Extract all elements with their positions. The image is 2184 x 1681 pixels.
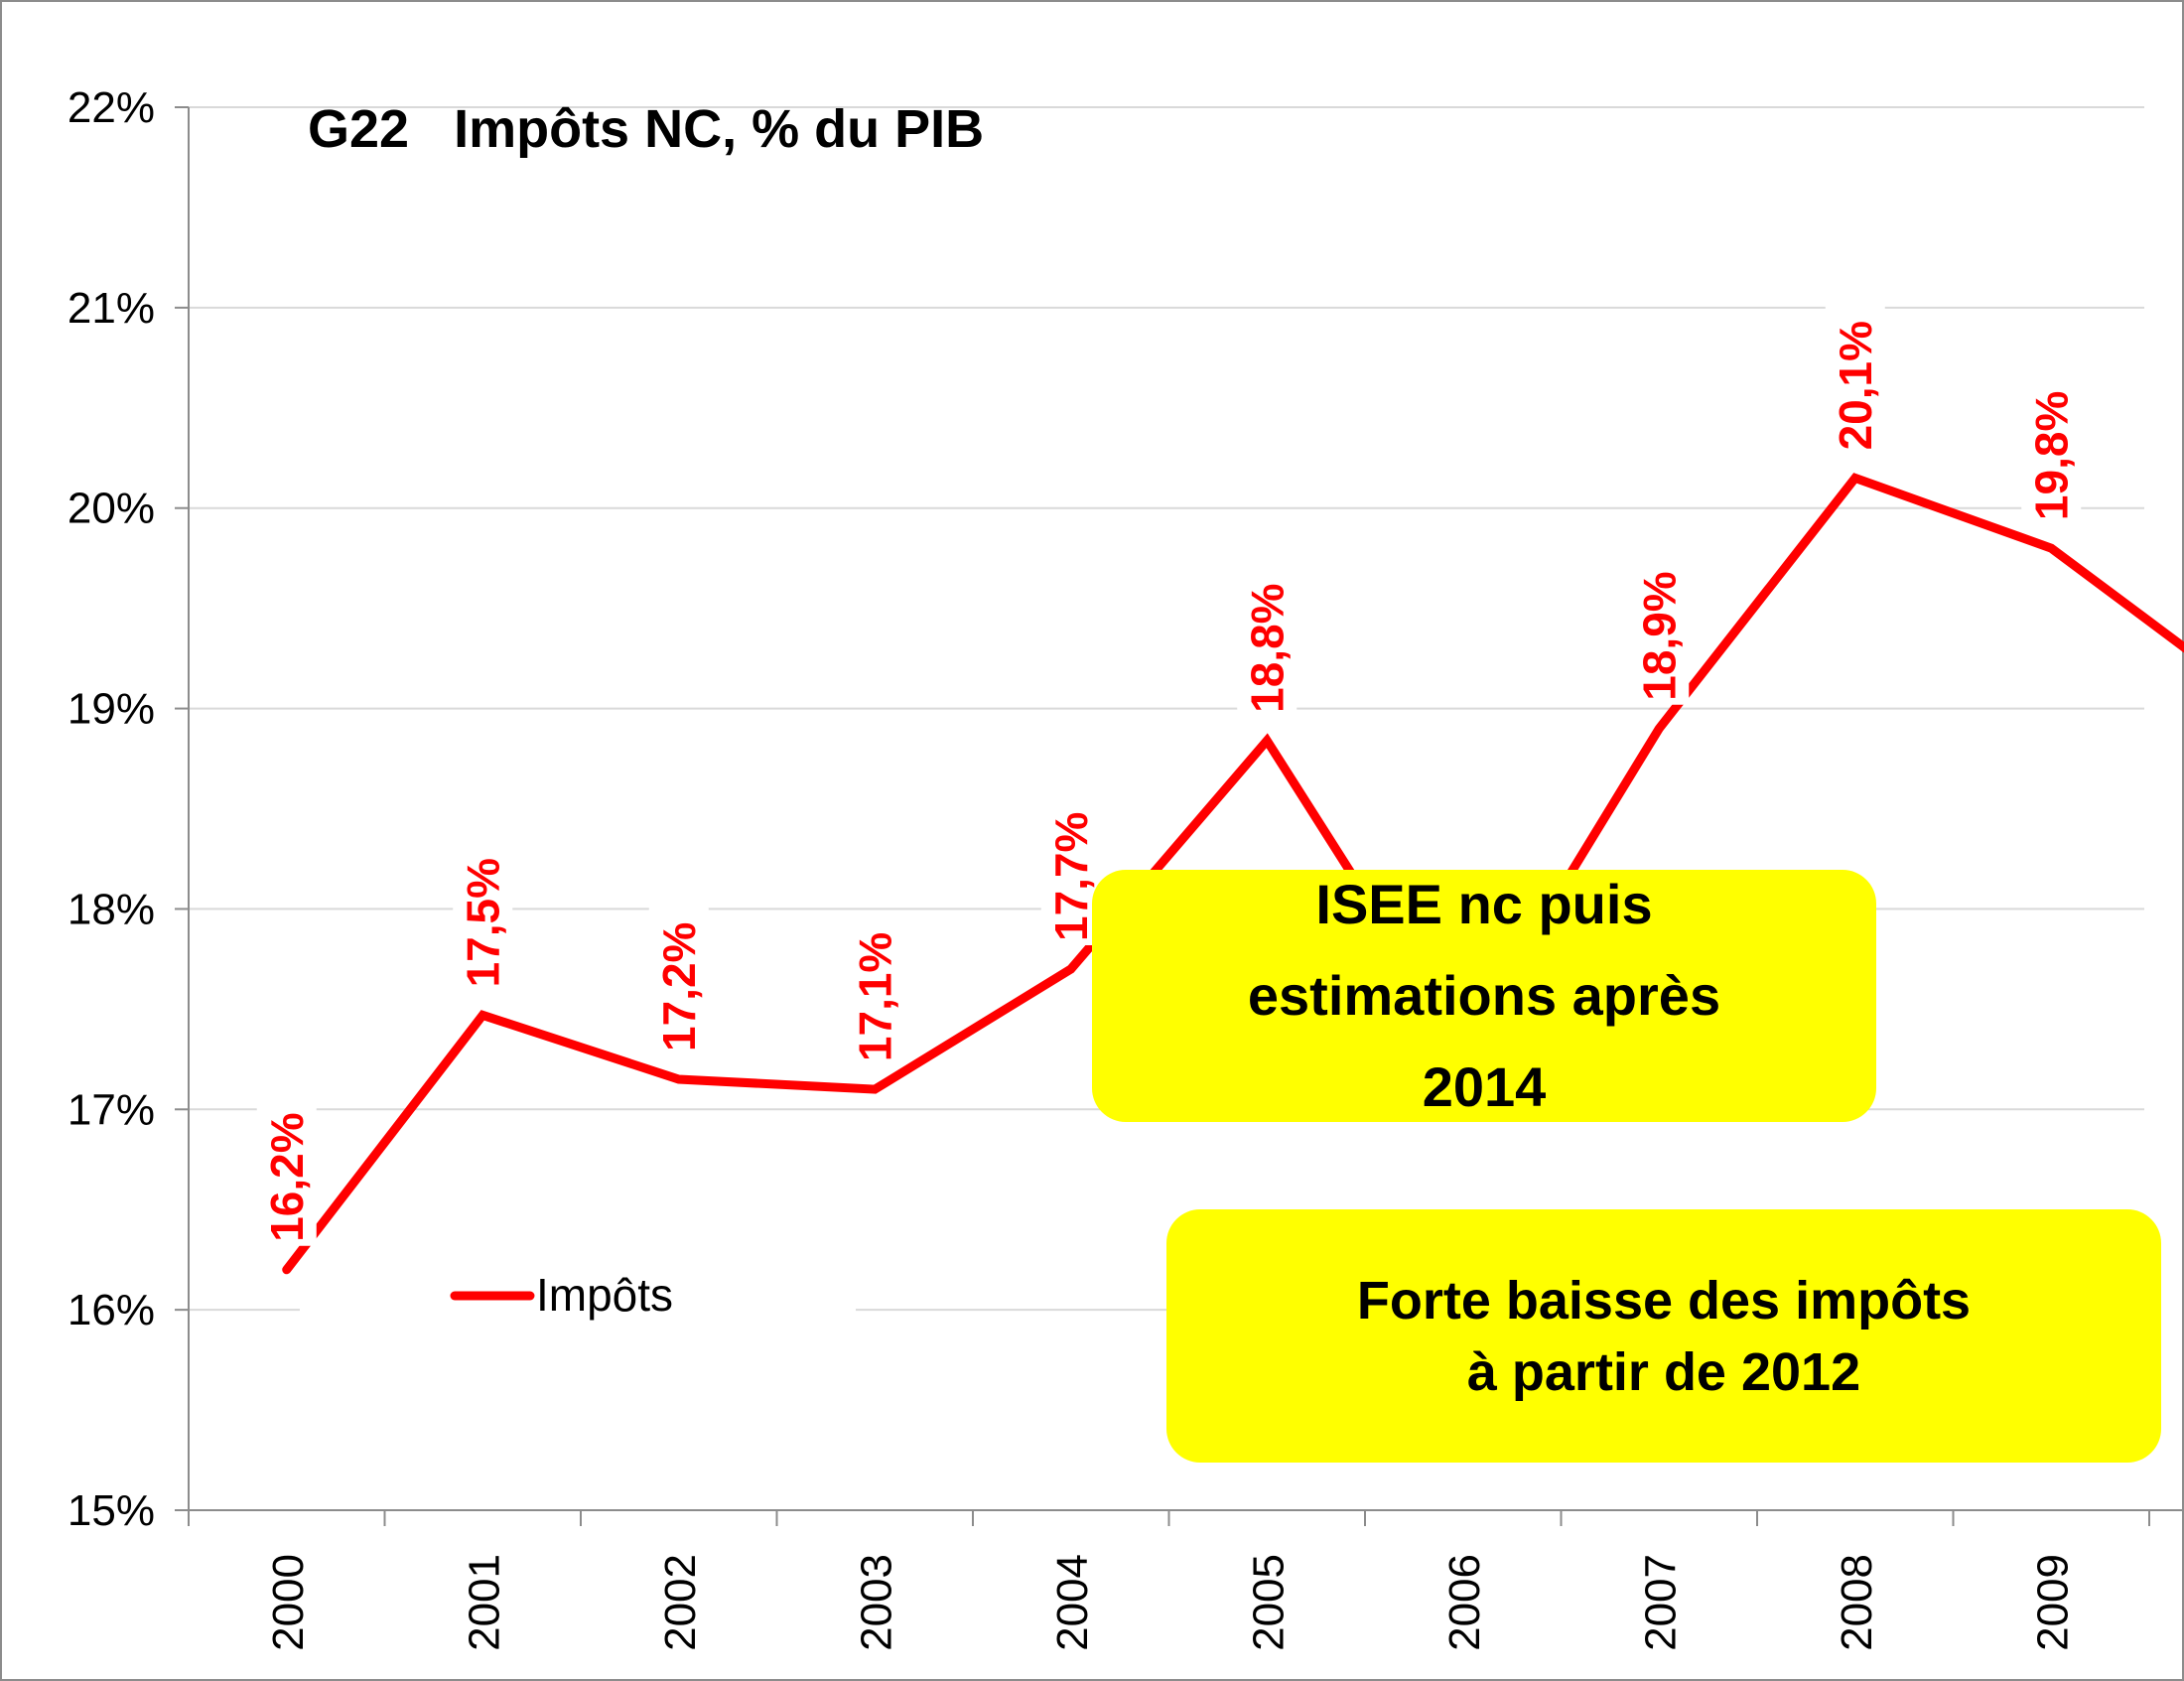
y-tick-label: 17% [68,1085,155,1134]
data-label-bg [1040,791,1101,945]
x-tick-label: 2000 [264,1554,313,1651]
x-axis-ticks: 2000 2001 2002 2003 2004 2005 2006 2007 2008 2009… [188,1510,2150,1651]
data-label: 17,2% [648,903,709,1056]
data-label-bg [845,912,905,1066]
data-label-bg [1629,551,1690,705]
legend-label: Impôts [536,1269,673,1321]
x-tick-label: 2005 [1244,1554,1293,1651]
data-label-bg [2021,371,2082,525]
data-label: 17,1% [845,912,905,1066]
x-tick-label: 2003 [852,1554,900,1651]
data-label-bg [256,1092,317,1246]
data-label-bg [1825,301,1885,455]
data-label-bg [648,903,709,1056]
y-tick-label: 22% [68,83,155,132]
data-label: 17,7% [1040,791,1101,945]
data-label: 19,8% [2021,371,2082,525]
y-tick-label: 21% [68,284,155,333]
chart-title: G22 Impôts NC, % du PIB [308,99,984,159]
series-line-impots [282,473,2184,1275]
x-tick-label: 2007 [1636,1554,1685,1651]
x-tick-label: 2009 [2028,1554,2077,1651]
x-tick-label: 2002 [656,1554,705,1651]
legend-background [300,1271,856,1350]
data-label: 20,1% [1825,301,1885,455]
data-label-text: 19,8% [2025,391,2077,520]
data-label-text: 18,9% [1633,571,1685,700]
legend: Impôts [300,1269,856,1350]
series-impots [282,473,2184,1275]
gridlines [189,106,2144,1312]
y-tick-label: 19% [68,685,155,734]
annotation-forte-baisse-box: Forte baisse des impôts à partir de 2012 [1166,1209,2161,1463]
data-label-text: 17,2% [653,922,705,1051]
data-label-text: 17,5% [457,858,508,987]
data-label-text: 17,1% [849,932,900,1061]
x-tick-label: 2008 [1833,1554,1881,1651]
y-tick-label: 18% [68,885,155,933]
data-label: 18,9% [1629,551,1690,705]
y-tick-label: 20% [68,485,155,533]
y-tick-label: 16% [68,1286,155,1334]
x-tick-label: 2001 [460,1554,508,1651]
data-label: 18,8% [1237,563,1297,717]
data-label: 17,5% [453,838,513,992]
y-tick-label: 15% [68,1486,155,1535]
x-tick-label: 2006 [1440,1554,1489,1651]
annotation-isee-box: ISEE nc puis estimations après 2014 [1092,870,1876,1122]
data-label-bg [453,838,513,992]
data-label-bg [1237,563,1297,717]
data-label-text: 18,8% [1241,583,1293,712]
data-label-text: 20,1% [1830,321,1881,450]
data-label-text: 16,2% [261,1112,313,1241]
data-label-text: 17,7% [1045,812,1097,941]
data-label: 16,2% [256,1092,317,1246]
x-tick-label: 2004 [1048,1554,1097,1651]
y-axis-ticks: 15% 16% 17% 18% 19% 20% 21% 22% [68,83,189,1535]
